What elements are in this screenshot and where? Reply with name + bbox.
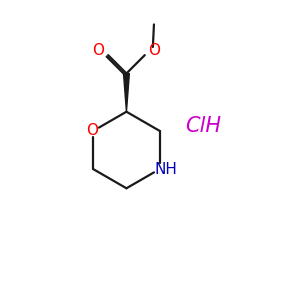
Text: NH: NH [154, 162, 178, 177]
Text: O: O [148, 43, 160, 58]
Text: O: O [86, 123, 98, 138]
Text: O: O [92, 43, 104, 58]
Polygon shape [124, 74, 129, 112]
Text: ClH: ClH [185, 116, 221, 136]
